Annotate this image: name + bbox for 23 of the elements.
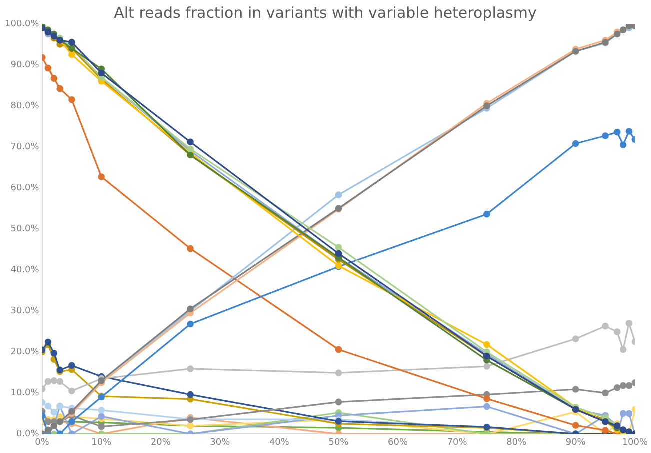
y-tick-label: 70.0% [10, 142, 40, 152]
x-tick-label: 60% [388, 438, 408, 448]
y-tick-label: 20.0% [10, 348, 40, 358]
x-tick-label: 40% [269, 438, 290, 448]
x-tick-label: 70% [447, 438, 468, 448]
y-tick-label: 30.0% [10, 306, 40, 316]
x-tick-label: 80% [506, 438, 528, 448]
y-tick-label: 50.0% [10, 224, 40, 234]
y-tick-label: 90.0% [10, 60, 40, 70]
y-tick-label: 60.0% [10, 183, 40, 194]
x-tick-label: 10% [92, 438, 112, 448]
y-tick-label: 0.0% [16, 430, 40, 440]
x-tick-label: 20% [150, 438, 172, 448]
x-tick-label: 30% [210, 438, 231, 448]
x-tick-label: 50% [328, 438, 350, 448]
y-tick-label: 40.0% [10, 265, 40, 276]
y-tick-label: 80.0% [10, 101, 40, 112]
x-tick-label: 0% [35, 438, 50, 448]
y-tick-label: 100.0% [4, 19, 40, 30]
y-tick-label: 10.0% [10, 388, 40, 399]
chart-title: Alt reads fraction in variants with variable heteroplasmy [114, 4, 537, 22]
x-tick-label: 100% [622, 438, 648, 448]
x-tick-label: 90% [566, 438, 586, 448]
